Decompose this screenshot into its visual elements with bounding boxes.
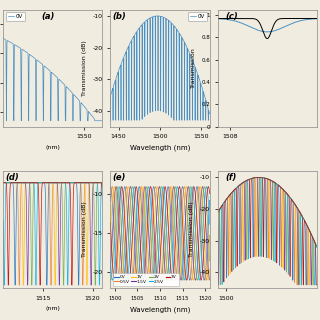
Legend: 0V: 0V — [6, 12, 25, 21]
Legend: 0V, 0.5V, 1V, 1.5V, 2V, 2.5V, 3V: 0V, 0.5V, 1V, 1.5V, 2V, 2.5V, 3V — [113, 273, 179, 286]
Text: (a): (a) — [41, 12, 54, 21]
Y-axis label: Transmission: Transmission — [191, 48, 196, 88]
X-axis label: (nm): (nm) — [45, 306, 60, 311]
Y-axis label: Transmission (dB): Transmission (dB) — [82, 202, 87, 257]
X-axis label: Wavelength (nm): Wavelength (nm) — [130, 306, 190, 313]
X-axis label: (nm): (nm) — [45, 145, 60, 150]
Y-axis label: Transmission (dB): Transmission (dB) — [82, 40, 87, 96]
Legend: 0V: 0V — [188, 12, 207, 21]
X-axis label: Wavelength (nm): Wavelength (nm) — [130, 145, 190, 151]
Text: (f): (f) — [226, 173, 237, 182]
Text: (b): (b) — [112, 12, 126, 21]
Text: (c): (c) — [226, 12, 238, 21]
Text: (e): (e) — [112, 173, 126, 182]
Y-axis label: Transmission (dB): Transmission (dB) — [189, 202, 194, 257]
Text: (d): (d) — [5, 173, 19, 182]
